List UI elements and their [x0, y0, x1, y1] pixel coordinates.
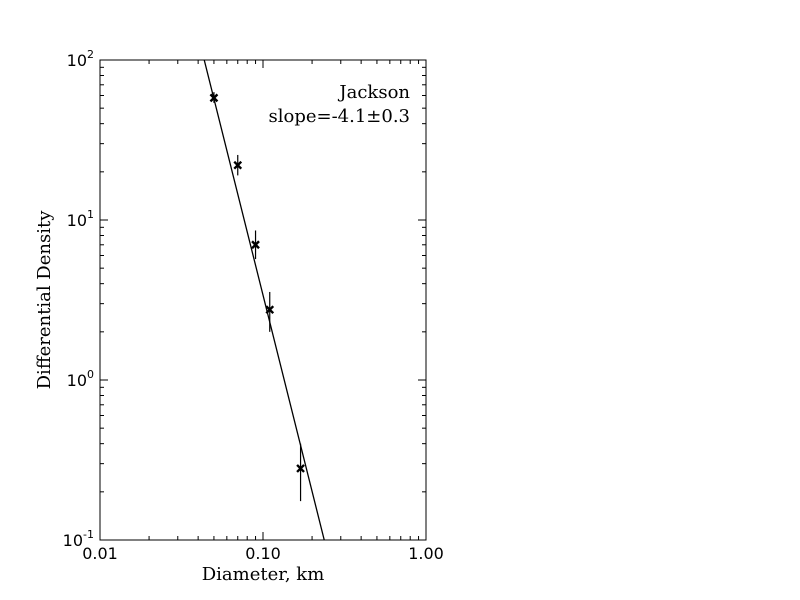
- axis-ticks: 0.01 0.10 1.00 10-1 100 101 102: [63, 48, 444, 563]
- annotation-slope: slope=-4.1±0.3: [268, 106, 410, 127]
- x-tick-label: 0.01: [82, 544, 118, 563]
- data-point: [296, 443, 305, 502]
- annotation-title: Jackson: [337, 82, 410, 103]
- x-axis-label: Diameter, km: [202, 564, 325, 585]
- data-point: [209, 92, 219, 103]
- y-tick-label: 101: [67, 208, 94, 230]
- data-point: [233, 154, 243, 176]
- x-tick-label: 0.10: [245, 544, 281, 563]
- y-tick-label: 100: [67, 368, 94, 390]
- plot-frame: [99, 59, 427, 541]
- fit-line: [203, 60, 325, 540]
- data-point: [265, 291, 275, 332]
- y-tick-label: 10-1: [63, 528, 94, 550]
- data-point: [251, 230, 260, 260]
- y-axis-label: Differential Density: [34, 210, 55, 390]
- y-tick-label: 102: [67, 48, 94, 70]
- plot-marks: [203, 60, 325, 540]
- x-tick-label: 1.00: [408, 544, 444, 563]
